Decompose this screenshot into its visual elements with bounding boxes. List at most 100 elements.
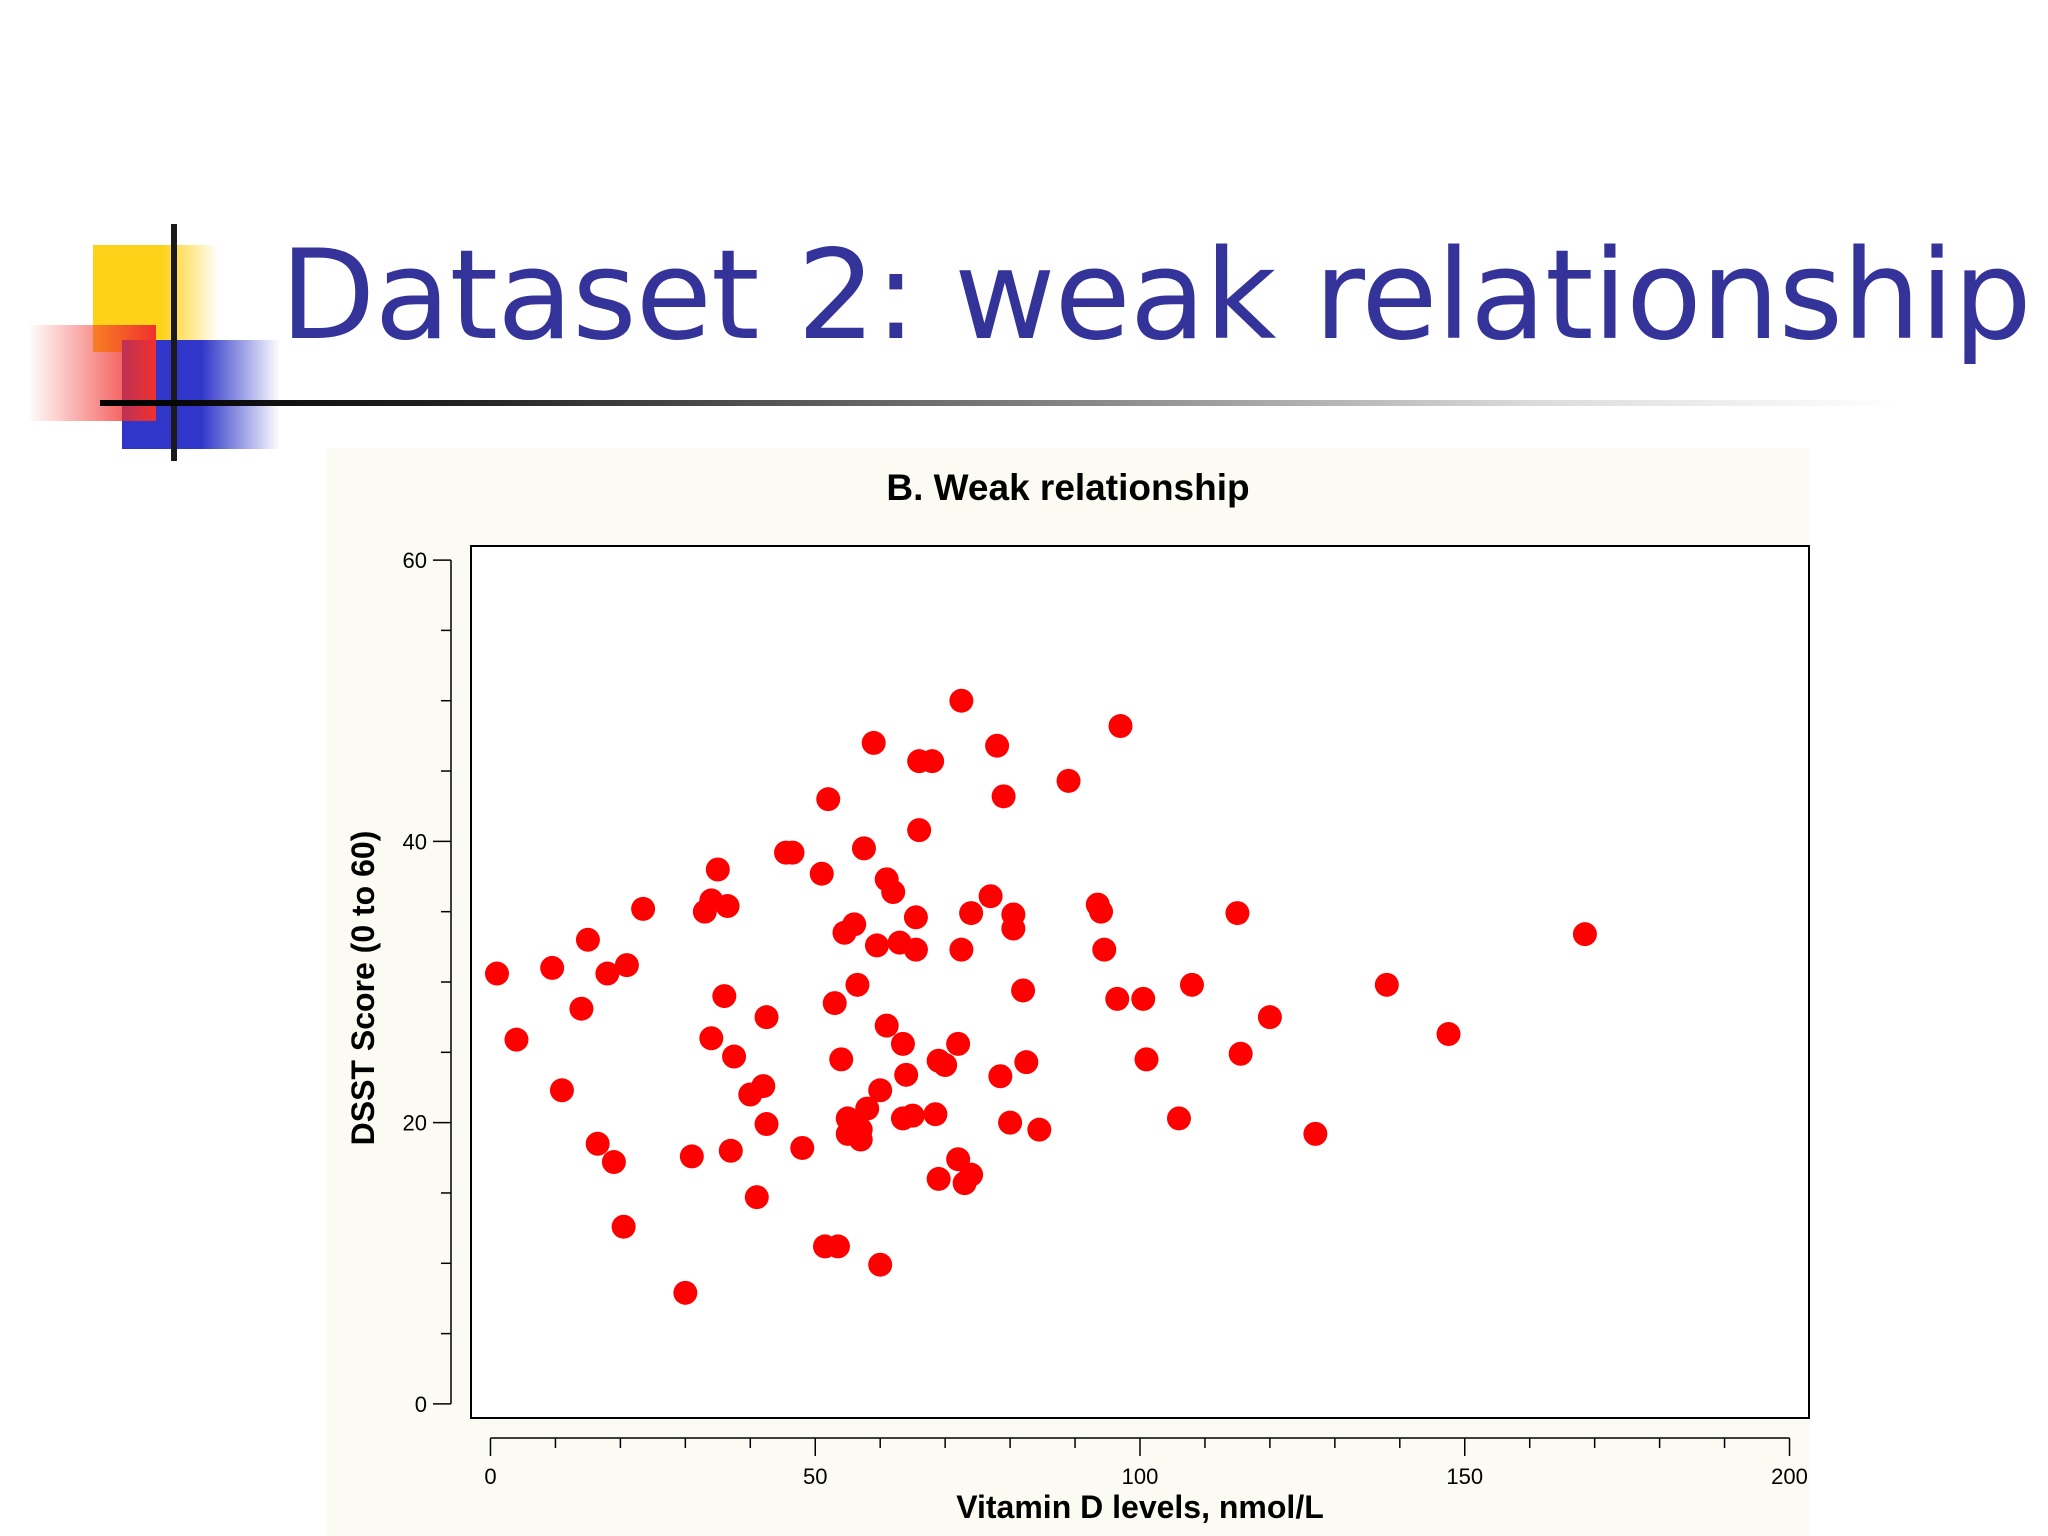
data-point bbox=[998, 1110, 1023, 1135]
chart-title: B. Weak relationship bbox=[886, 467, 1249, 508]
data-point bbox=[842, 912, 867, 937]
data-point bbox=[809, 861, 834, 886]
data-point bbox=[949, 937, 974, 962]
data-point bbox=[575, 927, 600, 952]
data-point bbox=[780, 840, 805, 865]
data-points bbox=[484, 688, 1597, 1305]
data-point bbox=[816, 787, 841, 812]
data-point bbox=[1374, 972, 1399, 997]
chart-panel: B. Weak relationship 0 20 40 60 0 50 100 150 20… bbox=[326, 448, 1810, 1536]
data-point bbox=[718, 1138, 743, 1163]
slide-title: Dataset 2: weak relationship bbox=[280, 224, 2032, 368]
y-tick-label: 20 bbox=[403, 1111, 427, 1136]
data-point bbox=[1056, 768, 1081, 793]
data-point bbox=[903, 905, 928, 930]
data-point bbox=[1131, 986, 1156, 1011]
data-point bbox=[822, 991, 847, 1016]
data-point bbox=[874, 1013, 899, 1038]
data-point bbox=[825, 1234, 850, 1259]
scatter-chart: B. Weak relationship 0 20 40 60 0 50 100 150 20… bbox=[345, 467, 1810, 1525]
data-point bbox=[679, 1144, 704, 1169]
plot-area bbox=[470, 545, 1810, 1419]
data-point bbox=[1092, 937, 1117, 962]
data-point bbox=[790, 1135, 815, 1160]
data-point bbox=[946, 1031, 971, 1056]
data-point bbox=[868, 1252, 893, 1277]
x-tick-label: 200 bbox=[1771, 1464, 1808, 1489]
data-point bbox=[900, 1103, 925, 1128]
data-point bbox=[890, 1031, 915, 1056]
data-point bbox=[504, 1027, 529, 1052]
x-axis-label: Vitamin D levels, nmol/L bbox=[956, 1489, 1324, 1525]
data-point bbox=[1027, 1117, 1052, 1142]
decorative-red-square bbox=[28, 325, 156, 421]
x-axis: 0 50 100 150 200 bbox=[484, 1437, 1808, 1489]
data-point bbox=[881, 879, 906, 904]
data-point bbox=[1089, 899, 1114, 924]
data-point bbox=[959, 901, 984, 926]
data-point bbox=[1105, 986, 1130, 1011]
data-point bbox=[712, 984, 737, 1009]
data-point bbox=[484, 961, 509, 986]
data-point bbox=[705, 857, 730, 882]
data-point bbox=[933, 1052, 958, 1077]
y-tick-label: 40 bbox=[403, 829, 427, 854]
data-point bbox=[631, 896, 656, 921]
data-point bbox=[699, 1026, 724, 1051]
data-point bbox=[868, 1078, 893, 1103]
data-point bbox=[1166, 1106, 1191, 1131]
x-tick-label: 50 bbox=[803, 1464, 827, 1489]
data-point bbox=[959, 1162, 984, 1187]
data-point bbox=[991, 784, 1016, 809]
data-point bbox=[1257, 1005, 1282, 1030]
data-point bbox=[985, 733, 1010, 758]
data-point bbox=[611, 1214, 636, 1239]
data-point bbox=[751, 1074, 776, 1099]
data-point bbox=[949, 688, 974, 713]
data-point bbox=[978, 884, 1003, 909]
y-axis: 0 20 40 60 bbox=[403, 548, 452, 1417]
data-point bbox=[722, 1044, 747, 1069]
decorative-vertical-line bbox=[171, 224, 177, 461]
data-point bbox=[754, 1112, 779, 1137]
data-point bbox=[1001, 902, 1026, 927]
data-point bbox=[715, 894, 740, 919]
data-point bbox=[923, 1102, 948, 1127]
data-point bbox=[988, 1064, 1013, 1089]
data-point bbox=[1228, 1041, 1253, 1066]
data-point bbox=[614, 953, 639, 978]
x-tick-label: 0 bbox=[484, 1464, 496, 1489]
data-point bbox=[601, 1150, 626, 1175]
x-tick-label: 150 bbox=[1446, 1464, 1483, 1489]
data-point bbox=[861, 730, 886, 755]
y-tick-label: 0 bbox=[415, 1392, 427, 1417]
data-point bbox=[926, 1166, 951, 1191]
data-point bbox=[569, 996, 594, 1021]
y-axis-label: DSST Score (0 to 60) bbox=[345, 831, 381, 1146]
data-point bbox=[1179, 972, 1204, 997]
data-point bbox=[894, 1062, 919, 1087]
data-point bbox=[851, 836, 876, 861]
data-point bbox=[744, 1185, 769, 1210]
data-point bbox=[1108, 714, 1133, 739]
data-point bbox=[845, 972, 870, 997]
data-point bbox=[595, 961, 620, 986]
data-point bbox=[903, 937, 928, 962]
data-point bbox=[920, 749, 945, 774]
data-point bbox=[1303, 1121, 1328, 1146]
data-point bbox=[1014, 1050, 1039, 1075]
data-point bbox=[540, 955, 565, 980]
data-point bbox=[1134, 1047, 1159, 1072]
data-point bbox=[1225, 901, 1250, 926]
x-tick-label: 100 bbox=[1122, 1464, 1159, 1489]
data-point bbox=[1011, 978, 1036, 1003]
title-underline-rule bbox=[100, 400, 1900, 406]
data-point bbox=[1572, 922, 1597, 947]
data-point bbox=[864, 933, 889, 958]
data-point bbox=[585, 1131, 610, 1156]
data-point bbox=[829, 1047, 854, 1072]
data-point bbox=[673, 1280, 698, 1305]
data-point bbox=[549, 1078, 574, 1103]
y-tick-label: 60 bbox=[403, 548, 427, 573]
